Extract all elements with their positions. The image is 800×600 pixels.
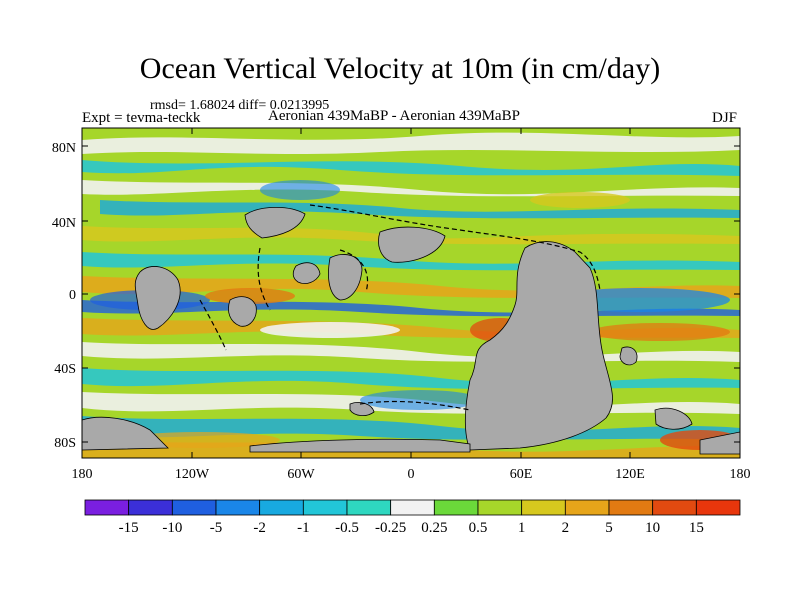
plot-title: Ocean Vertical Velocity at 10m (in cm/da… (139, 52, 661, 85)
colorbar-swatch (128, 499, 173, 516)
colorbar-label: -5 (210, 520, 223, 536)
land-masses (82, 207, 740, 455)
lat-label: 40N (52, 216, 76, 231)
lat-label: 80N (52, 141, 76, 156)
colorbar-swatch (433, 499, 479, 516)
colorbar-label: 15 (689, 520, 704, 536)
season-label: DJF (712, 110, 738, 126)
colorbar-swatch (171, 499, 217, 516)
lat-label: 0 (69, 288, 76, 303)
colorbar-swatch (84, 499, 130, 516)
lat-tick-labels: 80N 40N 0 40S 80S (52, 141, 76, 451)
lon-label: 60E (510, 467, 533, 482)
coastline-contours (199, 204, 601, 411)
colorbar-label: 0.5 (469, 520, 488, 536)
colorbar-swatch (477, 499, 523, 516)
colorbar-swatch (521, 499, 566, 516)
stats-line: rmsd= 1.68024 diff= 0.0213995 (150, 98, 330, 113)
colorbar-swatch (390, 499, 435, 516)
lon-label: 60W (287, 467, 315, 482)
colorbar-swatch (259, 499, 304, 516)
lon-label: 180 (72, 467, 93, 482)
colorbar-label: -0.25 (375, 520, 406, 536)
experiment-label: Expt = tevma-teckk (82, 110, 201, 126)
colorbar-swatch (695, 499, 741, 516)
colorbar-swatch (215, 499, 261, 516)
colorbar-swatch (346, 499, 392, 516)
colorbar-labels: -15 -10 -5 -2 -1 -0.5 -0.25 0.25 0.5 1 2 5 10 15 (119, 520, 704, 536)
colorbar-label: -1 (297, 520, 310, 536)
colorbar-swatch (608, 499, 654, 516)
colorbar-label: 0.25 (421, 520, 447, 536)
case-label: Aeronian 439MaBP - Aeronian 439MaBP (268, 108, 520, 124)
map-field (82, 128, 740, 458)
lon-label: 180 (730, 467, 751, 482)
colorbar-label: -0.5 (335, 520, 359, 536)
lon-tick-marks (81, 128, 741, 458)
lat-tick-marks (82, 145, 740, 443)
colorbar-label: 5 (605, 520, 613, 536)
colorbar-swatch (302, 499, 348, 516)
colorbar-label: 2 (562, 520, 570, 536)
colorbar-label: 1 (518, 520, 526, 536)
lat-label: 40S (54, 362, 76, 377)
lon-label: 120W (175, 467, 210, 482)
lon-label: 0 (408, 467, 415, 482)
lon-tick-labels: 180 120W 60W 0 60E 120E 180 (72, 467, 751, 482)
colorbar-swatch (652, 499, 697, 516)
colorbar-label: -2 (253, 520, 266, 536)
colorbar-swatch (564, 499, 610, 516)
lon-label: 120E (615, 467, 645, 482)
colorbar (84, 499, 741, 516)
lat-label: 80S (54, 436, 76, 451)
colorbar-label: 10 (645, 520, 660, 536)
colorbar-label: -10 (162, 520, 182, 536)
colorbar-label: -15 (119, 520, 139, 536)
